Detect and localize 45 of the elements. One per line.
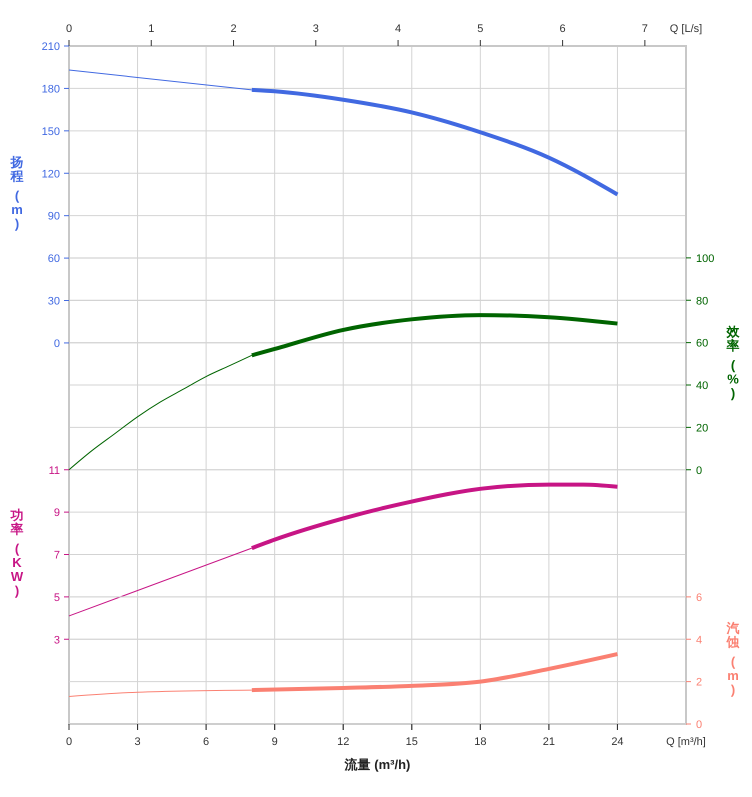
y-tick-label: 120: [42, 168, 60, 180]
y3-tick-label: 9: [54, 507, 60, 520]
x2-tick-label: 6: [560, 23, 566, 35]
y-tick-label: 30: [48, 296, 60, 308]
y2-tick-label: 100: [696, 252, 714, 265]
y-tick-label: 60: [48, 253, 60, 266]
y3-tick-label: 3: [54, 634, 60, 646]
x-tick-label: 3: [134, 736, 141, 748]
x2-tick-label: 5: [477, 23, 484, 35]
x2-tick-label: 1: [148, 23, 154, 35]
y-tick-label: 150: [42, 126, 60, 138]
y-axis-title: 扬程 (m): [10, 154, 24, 232]
x-axis-title: 流量 (m³/h): [344, 757, 410, 772]
x-tick-label: 18: [474, 736, 486, 748]
y3-tick-label: 11: [48, 464, 60, 477]
text: Q [m³/h]: [666, 736, 706, 748]
y-tick-label: 180: [42, 83, 60, 96]
x-tick-label: 6: [203, 736, 210, 748]
y2-tick-label: 80: [696, 295, 708, 308]
y-tick-label: 90: [48, 210, 60, 223]
y2-axis-title: 效率 (%): [726, 324, 740, 400]
y-tick-label: 4: [696, 634, 702, 646]
x2-tick-label: 4: [395, 23, 402, 35]
x-tick-label: 24: [611, 736, 624, 748]
x-tick-label: 12: [337, 736, 350, 748]
x2-tick-label: 0: [66, 23, 72, 35]
x-tick-label: 15: [406, 736, 418, 748]
x2-tick-label: 2: [230, 23, 237, 35]
y-tick-label: 210: [42, 41, 60, 53]
y-tick-label: 0: [696, 719, 702, 731]
x2-axis-title: Q [L/s]: [670, 23, 702, 35]
y2-tick-label: 20: [696, 422, 708, 434]
y-tick-label: 6: [696, 592, 702, 604]
x-tick-label: 0: [66, 736, 72, 748]
y3-tick-label: 7: [54, 550, 60, 562]
y3-tick-label: 5: [54, 592, 60, 604]
y-tick-label: 2: [696, 676, 702, 689]
y2-tick-label: 40: [696, 380, 708, 392]
x-tick-label: 9: [272, 736, 278, 748]
y-tick-label: 0: [54, 338, 60, 350]
x-tick-label: 21: [542, 736, 556, 748]
y-axis-title: 汽蚀 (m): [726, 620, 740, 698]
x2-tick-label: 3: [312, 23, 319, 35]
x2-tick-label: 7: [642, 23, 648, 35]
y3-axis-title: 功率 (KW): [10, 508, 24, 598]
